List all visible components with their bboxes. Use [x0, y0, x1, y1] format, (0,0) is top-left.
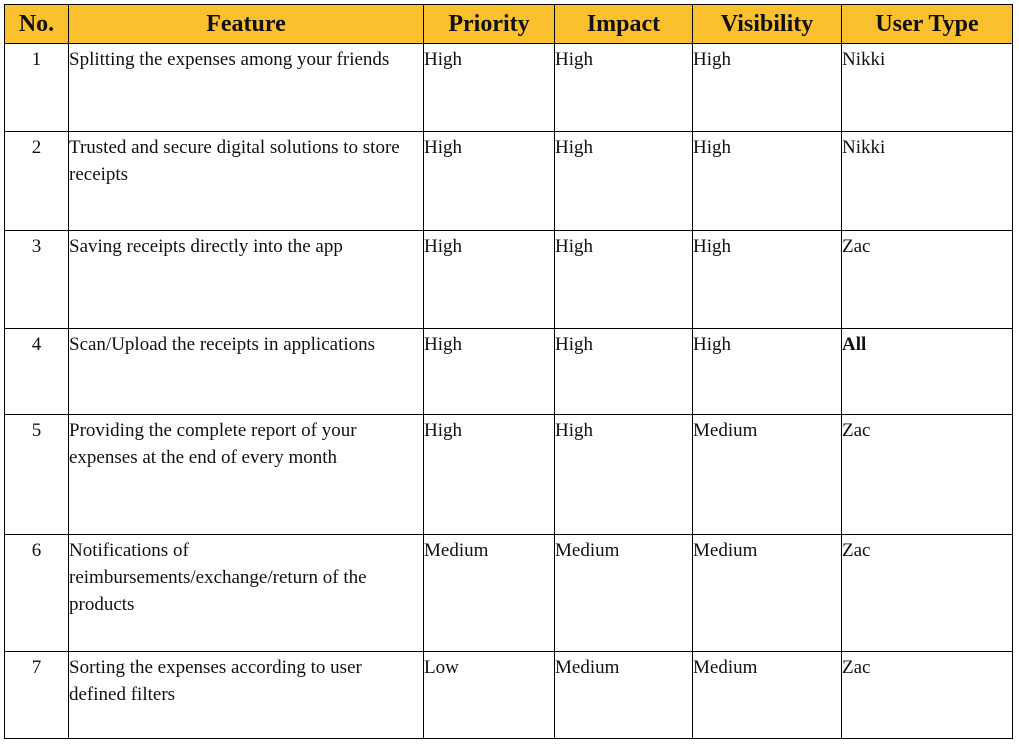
visibility-cell: High — [692, 328, 842, 415]
user-type-cell: Zac — [841, 230, 1013, 329]
table-row: 2 Trusted and secure digital solutions t… — [4, 131, 1013, 231]
feature-priority-table: No. Feature Priority Impact Visibility U… — [4, 4, 1013, 739]
header-feature: Feature — [68, 4, 424, 44]
row-number: 2 — [4, 131, 69, 231]
user-type-cell: Nikki — [841, 43, 1013, 132]
feature-cell: Trusted and secure digital solutions to … — [68, 131, 424, 231]
priority-cell: Medium — [423, 534, 555, 652]
priority-cell: High — [423, 414, 555, 535]
feature-cell: Splitting the expenses among your friend… — [68, 43, 424, 132]
row-number: 1 — [4, 43, 69, 132]
priority-cell: High — [423, 328, 555, 415]
row-number: 4 — [4, 328, 69, 415]
user-type-cell: Nikki — [841, 131, 1013, 231]
priority-cell: High — [423, 230, 555, 329]
impact-cell: High — [554, 230, 693, 329]
user-type-cell: Zac — [841, 414, 1013, 535]
header-impact: Impact — [554, 4, 693, 44]
impact-cell: High — [554, 328, 693, 415]
visibility-cell: Medium — [692, 534, 842, 652]
visibility-cell: High — [692, 230, 842, 329]
row-number: 3 — [4, 230, 69, 329]
visibility-cell: High — [692, 131, 842, 231]
table-row: 1 Splitting the expenses among your frie… — [4, 43, 1013, 132]
user-type-cell: Zac — [841, 534, 1013, 652]
priority-cell: High — [423, 131, 555, 231]
impact-cell: Medium — [554, 534, 693, 652]
header-priority: Priority — [423, 4, 555, 44]
header-row: No. Feature Priority Impact Visibility U… — [4, 4, 1013, 44]
user-type-cell: All — [841, 328, 1013, 415]
visibility-cell: Medium — [692, 651, 842, 739]
header-no: No. — [4, 4, 69, 44]
impact-cell: High — [554, 131, 693, 231]
feature-cell: Sorting the expenses according to user d… — [68, 651, 424, 739]
header-visibility: Visibility — [692, 4, 842, 44]
priority-cell: High — [423, 43, 555, 132]
feature-cell: Saving receipts directly into the app — [68, 230, 424, 329]
user-type-cell: Zac — [841, 651, 1013, 739]
table-row: 3 Saving receipts directly into the app … — [4, 230, 1013, 329]
table-row: 4 Scan/Upload the receipts in applicatio… — [4, 328, 1013, 415]
impact-cell: Medium — [554, 651, 693, 739]
row-number: 5 — [4, 414, 69, 535]
impact-cell: High — [554, 414, 693, 535]
table-row: 6 Notifications of reimbursements/exchan… — [4, 534, 1013, 652]
row-number: 6 — [4, 534, 69, 652]
row-number: 7 — [4, 651, 69, 739]
visibility-cell: High — [692, 43, 842, 132]
table-row: 5 Providing the complete report of your … — [4, 414, 1013, 535]
table-row: 7 Sorting the expenses according to user… — [4, 651, 1013, 739]
priority-cell: Low — [423, 651, 555, 739]
feature-cell: Scan/Upload the receipts in applications — [68, 328, 424, 415]
feature-cell: Notifications of reimbursements/exchange… — [68, 534, 424, 652]
header-user-type: User Type — [841, 4, 1013, 44]
visibility-cell: Medium — [692, 414, 842, 535]
impact-cell: High — [554, 43, 693, 132]
feature-cell: Providing the complete report of your ex… — [68, 414, 424, 535]
